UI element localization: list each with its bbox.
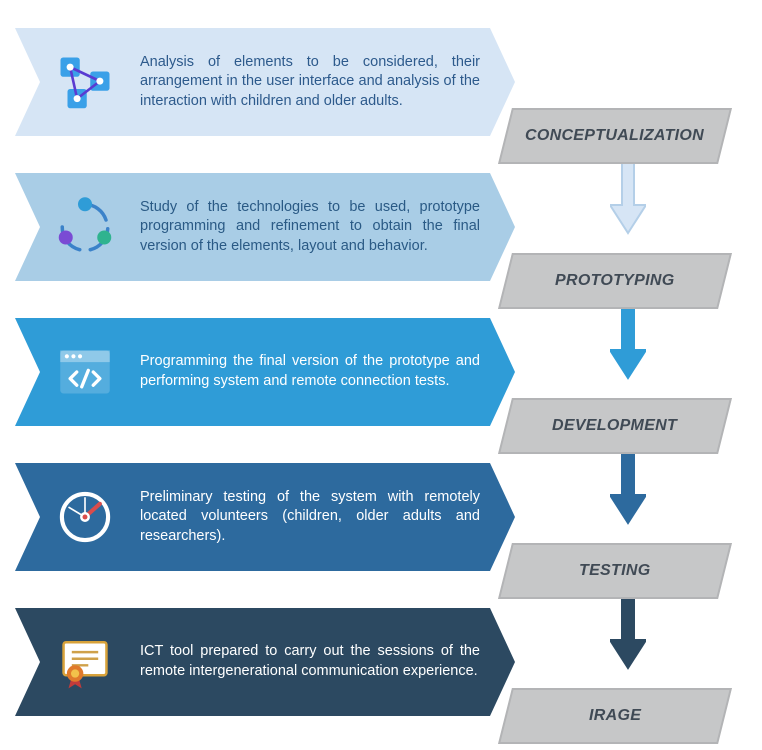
- stage-description: Analysis of elements to be considered, t…: [125, 53, 505, 112]
- stage-label-text: CONCEPTUALIZATION: [525, 127, 704, 145]
- stage-label-tab: PROTOTYPING: [498, 253, 732, 309]
- stage-label-text: TESTING: [579, 562, 650, 580]
- graph-nodes-icon: [45, 42, 125, 122]
- down-arrow-icon: [610, 163, 646, 235]
- code-window-icon: [45, 332, 125, 412]
- cycle-dots-icon: [45, 187, 125, 267]
- stage-label-tab: TESTING: [498, 543, 732, 599]
- stage-label-text: IRAGE: [589, 707, 641, 725]
- stage-description: Programming the final version of the pro…: [125, 352, 505, 391]
- stage-label-tab: IRAGE: [498, 688, 732, 744]
- stage-label-tab: CONCEPTUALIZATION: [498, 108, 732, 164]
- stage-row-conceptualization: Analysis of elements to be considered, t…: [15, 20, 747, 150]
- stage-label-text: PROTOTYPING: [555, 272, 674, 290]
- down-arrow-icon: [610, 598, 646, 670]
- gauge-icon: [45, 477, 125, 557]
- certificate-icon: [45, 622, 125, 702]
- down-arrow-icon: [610, 308, 646, 380]
- stage-banner: ICT tool prepared to carry out the sessi…: [15, 608, 515, 716]
- stage-banner: Preliminary testing of the system with r…: [15, 463, 515, 571]
- stage-banner: Programming the final version of the pro…: [15, 318, 515, 426]
- stage-description: Study of the technologies to be used, pr…: [125, 198, 505, 257]
- stage-banner: Study of the technologies to be used, pr…: [15, 173, 515, 281]
- stage-label-text: DEVELOPMENT: [552, 417, 677, 435]
- stage-banner: Analysis of elements to be considered, t…: [15, 28, 515, 136]
- stage-label-tab: DEVELOPMENT: [498, 398, 732, 454]
- stage-description: Preliminary testing of the system with r…: [125, 488, 505, 547]
- down-arrow-icon: [610, 453, 646, 525]
- stage-description: ICT tool prepared to carry out the sessi…: [125, 642, 505, 681]
